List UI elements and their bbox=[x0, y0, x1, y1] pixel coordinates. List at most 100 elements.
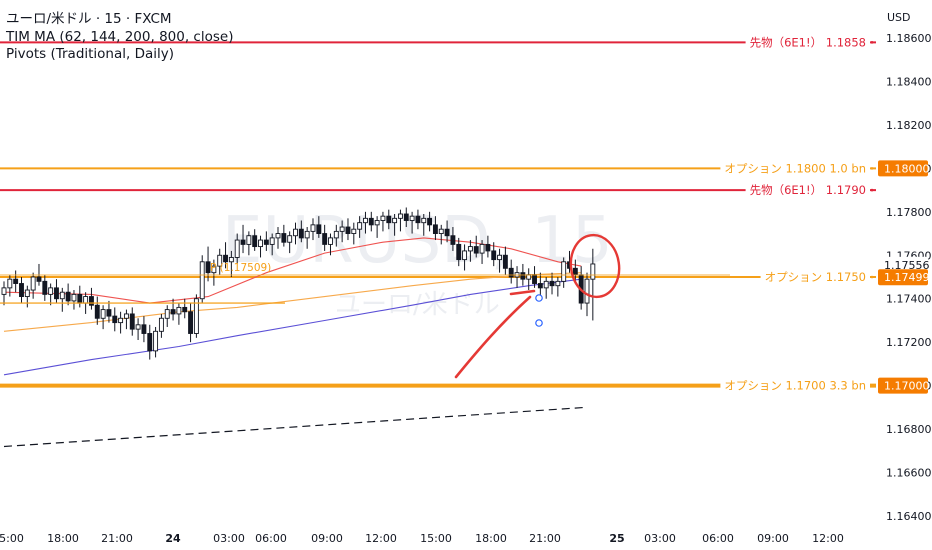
arrow-head-annotation[interactable] bbox=[509, 289, 536, 296]
candle[interactable] bbox=[561, 257, 567, 288]
candle[interactable] bbox=[112, 307, 118, 332]
candle[interactable] bbox=[48, 283, 54, 306]
candle[interactable] bbox=[368, 211, 374, 232]
candle[interactable] bbox=[54, 279, 59, 304]
candle[interactable] bbox=[188, 303, 194, 343]
candle[interactable] bbox=[485, 235, 491, 258]
candle[interactable] bbox=[397, 209, 403, 232]
candle[interactable] bbox=[590, 248, 596, 321]
marker-dot-lower[interactable] bbox=[535, 319, 543, 327]
circle-annotation[interactable] bbox=[567, 232, 623, 300]
candle[interactable] bbox=[310, 218, 316, 241]
candle[interactable] bbox=[421, 213, 427, 236]
candle[interactable] bbox=[1, 281, 7, 306]
candle[interactable] bbox=[374, 216, 380, 238]
candle[interactable] bbox=[223, 242, 228, 269]
candle[interactable] bbox=[473, 235, 479, 258]
candle[interactable] bbox=[199, 255, 205, 304]
legend-symbol[interactable]: ユーロ/米ドル · 15 · FXCM bbox=[6, 11, 172, 27]
candle[interactable] bbox=[42, 274, 48, 301]
candle[interactable] bbox=[71, 290, 77, 310]
arrow-annotation[interactable] bbox=[454, 295, 532, 379]
horizontal-levels[interactable]: 先物（6E1!） 1.1858 オプション 1.1800 1.0 bn 先物（6E1… bbox=[0, 34, 876, 394]
candle[interactable] bbox=[193, 294, 199, 338]
candle[interactable] bbox=[339, 220, 345, 243]
candle[interactable] bbox=[147, 324, 153, 360]
candle[interactable] bbox=[77, 285, 83, 308]
candle[interactable] bbox=[304, 227, 310, 249]
candle[interactable] bbox=[170, 298, 176, 321]
candle[interactable] bbox=[123, 309, 129, 330]
candle[interactable] bbox=[357, 216, 363, 238]
marker-dot-upper[interactable] bbox=[535, 294, 543, 302]
candle[interactable] bbox=[153, 326, 159, 358]
candle[interactable] bbox=[293, 222, 298, 245]
candle[interactable] bbox=[228, 250, 234, 277]
candle[interactable] bbox=[549, 272, 555, 295]
candle[interactable] bbox=[281, 224, 287, 247]
candle[interactable] bbox=[217, 248, 223, 275]
candle[interactable] bbox=[351, 222, 357, 245]
candle[interactable] bbox=[30, 272, 36, 299]
candles[interactable] bbox=[1, 207, 596, 360]
candle[interactable] bbox=[234, 233, 240, 264]
candle[interactable] bbox=[287, 231, 293, 254]
pivot-level[interactable]: P (1.17509) bbox=[0, 262, 730, 304]
candle[interactable] bbox=[415, 209, 421, 230]
candle[interactable] bbox=[65, 283, 71, 306]
candle[interactable] bbox=[555, 277, 561, 297]
candle[interactable] bbox=[13, 270, 19, 293]
candle[interactable] bbox=[386, 209, 392, 230]
price-axis[interactable]: 1.186001.184001.182001.180001.178001.176… bbox=[878, 0, 932, 550]
candle[interactable] bbox=[345, 218, 351, 241]
candle[interactable] bbox=[427, 211, 433, 232]
candle[interactable] bbox=[444, 220, 450, 243]
candle[interactable] bbox=[59, 287, 65, 312]
candle[interactable] bbox=[491, 242, 497, 267]
candle[interactable] bbox=[508, 259, 514, 284]
candle[interactable] bbox=[380, 211, 386, 232]
candle[interactable] bbox=[456, 237, 462, 267]
candle[interactable] bbox=[328, 233, 333, 256]
candle[interactable] bbox=[432, 216, 438, 241]
candle[interactable] bbox=[462, 244, 468, 271]
candle[interactable] bbox=[176, 303, 182, 325]
candle[interactable] bbox=[316, 216, 322, 238]
candle[interactable] bbox=[164, 305, 170, 327]
candle[interactable] bbox=[363, 211, 368, 234]
candle[interactable] bbox=[258, 235, 263, 258]
candle[interactable] bbox=[141, 316, 147, 343]
candle[interactable] bbox=[106, 300, 112, 323]
candle[interactable] bbox=[502, 246, 508, 275]
candle[interactable] bbox=[100, 305, 106, 330]
candle[interactable] bbox=[497, 248, 502, 273]
candle[interactable] bbox=[19, 277, 24, 304]
annotations[interactable] bbox=[454, 232, 623, 379]
candle[interactable] bbox=[438, 224, 444, 245]
candle[interactable] bbox=[543, 277, 549, 299]
candle[interactable] bbox=[263, 231, 269, 251]
candle[interactable] bbox=[24, 285, 30, 308]
candle[interactable] bbox=[94, 296, 100, 325]
candle[interactable] bbox=[158, 313, 164, 338]
candle[interactable] bbox=[252, 229, 258, 251]
candle[interactable] bbox=[182, 298, 188, 319]
candle[interactable] bbox=[135, 318, 141, 341]
candle[interactable] bbox=[240, 224, 246, 254]
candle[interactable] bbox=[269, 233, 275, 256]
candle[interactable] bbox=[7, 274, 13, 297]
candle[interactable] bbox=[479, 240, 485, 264]
candle[interactable] bbox=[409, 211, 415, 234]
candle[interactable] bbox=[298, 220, 304, 243]
candle[interactable] bbox=[129, 307, 135, 336]
candle[interactable] bbox=[118, 311, 124, 334]
candle[interactable] bbox=[322, 224, 328, 251]
time-axis[interactable]: 15:00 18:00 21:00 24 03:00 06:00 09:00 12:00 15:… bbox=[0, 532, 844, 545]
candle[interactable] bbox=[450, 227, 456, 251]
candle[interactable] bbox=[88, 287, 94, 310]
candle[interactable] bbox=[403, 207, 409, 228]
legend-ma[interactable]: TIM MA (62, 144, 200, 800, close) bbox=[5, 29, 233, 45]
candle[interactable] bbox=[333, 224, 339, 247]
candle[interactable] bbox=[467, 240, 473, 262]
